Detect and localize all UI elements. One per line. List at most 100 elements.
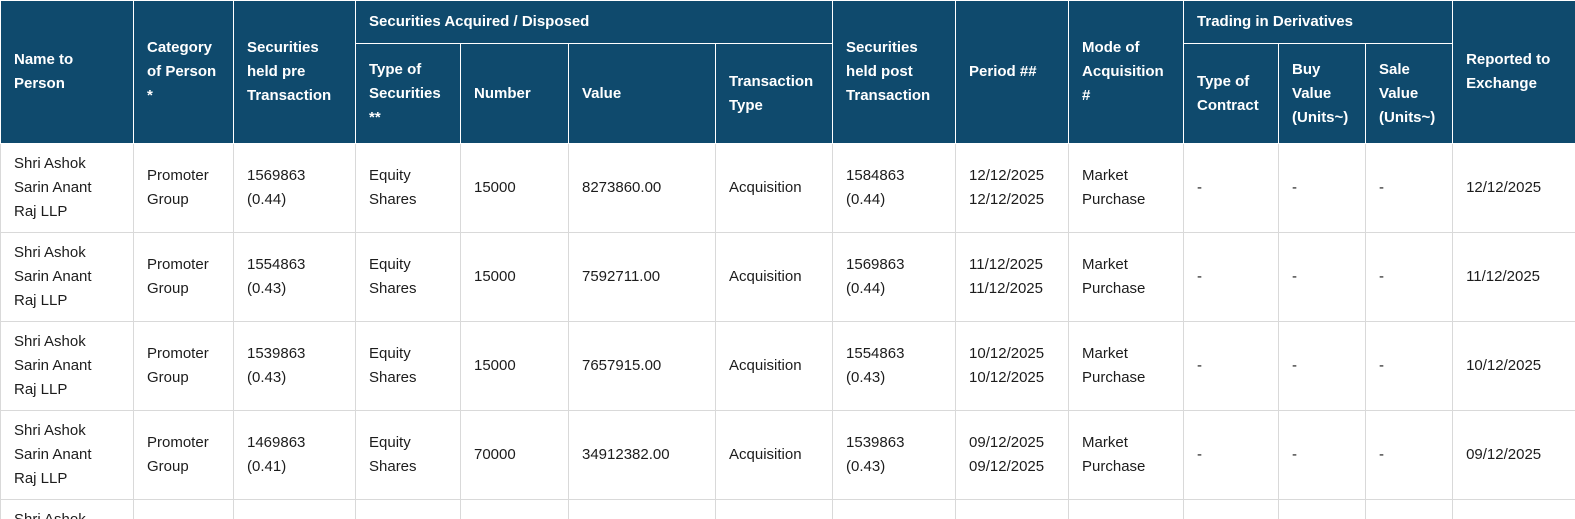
cell-held-post: 1539863 (0.43): [832, 410, 957, 500]
header-period: Period ##: [955, 0, 1070, 144]
header-transaction-type: Transaction Type: [714, 43, 834, 144]
period-to: 10/12/2025: [969, 369, 1045, 386]
cell-period: 08/12/202508/12/2025: [955, 499, 1070, 519]
header-category-of-person: Category of Person *: [133, 0, 234, 144]
cell-transaction-type: Acquisition: [714, 232, 834, 322]
cell-period: 10/12/2025 10/12/2025: [955, 321, 1070, 411]
period-to: 12/12/2025: [969, 191, 1045, 208]
cell-name: Shri Ashok Sarin Anant Raj LLP: [0, 499, 134, 519]
table-row: Shri Ashok Sarin Anant Raj LLP Promoter …: [0, 232, 1575, 322]
table-body: Shri Ashok Sarin Anant Raj LLP Promoter …: [0, 143, 1575, 519]
cell-held-pre: 1569863 (0.44): [233, 143, 356, 233]
table-row: Shri Ashok Sarin Anant Raj LLP Promoter …: [0, 321, 1575, 411]
cell-number: 15000: [460, 321, 569, 411]
period-to: 09/12/2025: [969, 458, 1045, 475]
cell-buy-value: -: [1278, 410, 1367, 500]
cell-period: 09/12/2025 09/12/2025: [955, 410, 1070, 500]
period-from: 11/12/2025: [969, 256, 1043, 273]
cell-category: Promoter Group: [133, 232, 234, 322]
cell-held-post: 1469863 (0.41): [832, 499, 957, 519]
cell-type-of-securities: Equity Shares: [355, 143, 461, 233]
cell-held-post: 1584863 (0.44): [832, 143, 957, 233]
period-from: 09/12/2025: [969, 434, 1045, 451]
cell-buy-value: -: [1278, 499, 1367, 519]
cell-mode: Market Purchase: [1068, 499, 1185, 519]
header-securities-held-pre: Securities held pre Transaction: [233, 0, 356, 144]
table-header: Name to Person Category of Person * Secu…: [0, 0, 1575, 144]
cell-held-pre: 1469863 (0.41): [233, 410, 356, 500]
cell-value: 50498930.00: [568, 499, 716, 519]
cell-held-pre: 1539863 (0.43): [233, 321, 356, 411]
cell-category: Promoter Group: [133, 143, 234, 233]
cell-name: Shri Ashok Sarin Anant Raj LLP: [0, 410, 134, 500]
cell-type-of-contract: -: [1183, 410, 1280, 500]
cell-type-of-contract: -: [1183, 321, 1280, 411]
cell-type-of-contract: -: [1183, 143, 1280, 233]
header-group-trading-in-derivatives: Trading in Derivatives: [1183, 0, 1454, 44]
cell-sale-value: -: [1365, 232, 1454, 322]
cell-buy-value: -: [1278, 232, 1367, 322]
header-value: Value: [568, 43, 716, 144]
cell-mode: Market Purchase: [1068, 410, 1185, 500]
header-sub-row: Type of Securities ** Number Value Trans…: [1, 43, 1575, 144]
cell-sale-value: -: [1365, 410, 1454, 500]
period-from: 10/12/2025: [969, 345, 1045, 362]
header-type-of-contract: Type of Contract: [1183, 43, 1280, 144]
period-from: 12/12/2025: [969, 167, 1045, 184]
cell-mode: Market Purchase: [1068, 232, 1185, 322]
cell-sale-value: -: [1365, 499, 1454, 519]
cell-number: 70000: [460, 410, 569, 500]
table-row: Shri Ashok Sarin Anant Raj LLP Promoter …: [0, 143, 1575, 233]
cell-name: Shri Ashok Sarin Anant Raj LLP: [0, 143, 134, 233]
header-group-securities-acquired-disposed: Securities Acquired / Disposed: [354, 0, 834, 44]
cell-name: Shri Ashok Sarin Anant Raj LLP: [0, 232, 134, 322]
cell-period: 11/12/2025 11/12/2025: [955, 232, 1070, 322]
cell-buy-value: -: [1278, 143, 1367, 233]
cell-held-post: 1554863 (0.43): [832, 321, 957, 411]
cell-reported: 12/12/2025: [1452, 143, 1575, 233]
cell-reported: 09/12/2025: [1452, 410, 1575, 500]
cell-type-of-contract: -: [1183, 499, 1280, 519]
cell-buy-value: -: [1278, 321, 1367, 411]
cell-reported: 10/12/2025: [1452, 321, 1575, 411]
header-securities-held-post: Securities held post Transaction: [832, 0, 957, 144]
header-name-to-person: Name to Person: [0, 0, 134, 144]
header-mode-of-acquisition: Mode of Acquisition #: [1068, 0, 1185, 144]
cell-type-of-securities: Equity Shares: [355, 410, 461, 500]
cell-number: 100000: [460, 499, 569, 519]
cell-held-pre: 1554863 (0.43): [233, 232, 356, 322]
cell-held-pre: 1369863 (0.38): [233, 499, 356, 519]
cell-type-of-contract: -: [1183, 232, 1280, 322]
cell-sale-value: -: [1365, 143, 1454, 233]
header-type-of-securities: Type of Securities **: [355, 43, 461, 144]
cell-type-of-securities: Equity Shares: [355, 232, 461, 322]
cell-type-of-securities: Equity Shares: [355, 321, 461, 411]
header-reported-to-exchange: Reported to Exchange: [1452, 0, 1575, 144]
cell-number: 15000: [460, 232, 569, 322]
cell-transaction-type: Acquisition: [714, 410, 834, 500]
cell-reported: 08/12/2025: [1452, 499, 1575, 519]
header-group-row: Name to Person Category of Person * Secu…: [0, 0, 1575, 144]
table-row: Shri Ashok Sarin Anant Raj LLP Promoter …: [0, 499, 1575, 519]
cell-period: 12/12/2025 12/12/2025: [955, 143, 1070, 233]
cell-reported: 11/12/2025: [1452, 232, 1575, 322]
cell-transaction-type: Acquisition: [714, 321, 834, 411]
cell-value: 8273860.00: [568, 143, 716, 233]
cell-transaction-type: Acquisition: [714, 499, 834, 519]
cell-held-post: 1569863 (0.44): [832, 232, 957, 322]
cell-value: 7592711.00: [568, 232, 716, 322]
cell-category: Promoter Group: [133, 499, 234, 519]
cell-value: 7657915.00: [568, 321, 716, 411]
cell-category: Promoter Group: [133, 410, 234, 500]
cell-name: Shri Ashok Sarin Anant Raj LLP: [0, 321, 134, 411]
header-buy-value: Buy Value (Units~): [1278, 43, 1367, 144]
header-sale-value: Sale Value (Units~): [1365, 43, 1454, 144]
cell-category: Promoter Group: [133, 321, 234, 411]
cell-mode: Market Purchase: [1068, 143, 1185, 233]
table-row: Shri Ashok Sarin Anant Raj LLP Promoter …: [0, 410, 1575, 500]
cell-sale-value: -: [1365, 321, 1454, 411]
cell-number: 15000: [460, 143, 569, 233]
cell-type-of-securities: Equity Shares: [355, 499, 461, 519]
